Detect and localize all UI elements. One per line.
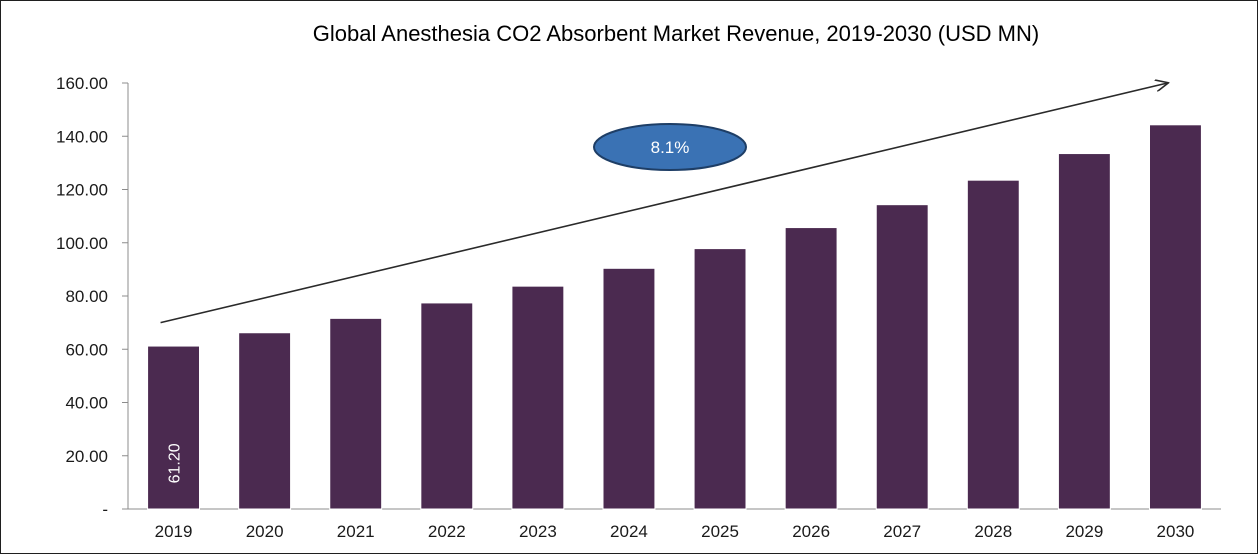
bar-2021 bbox=[329, 317, 383, 510]
cagr-label: 8.1% bbox=[651, 138, 690, 157]
x-tick-label: 2019 bbox=[155, 522, 193, 541]
x-tick-label: 2029 bbox=[1065, 522, 1103, 541]
bar-2029 bbox=[1057, 153, 1111, 510]
chart-title: Global Anesthesia CO2 Absorbent Market R… bbox=[313, 21, 1039, 46]
bars bbox=[147, 124, 1202, 510]
bar-2025 bbox=[693, 248, 747, 510]
y-axis: - 20.00 40.00 60.00 80.00 100.00 120.00 140.00 1… bbox=[56, 74, 129, 519]
bar-2027 bbox=[875, 204, 929, 510]
bar-2020 bbox=[238, 332, 292, 510]
trend-arrow bbox=[160, 83, 1168, 324]
x-tick-label: 2022 bbox=[428, 522, 466, 541]
cagr-annotation-group: 8.1% bbox=[593, 123, 747, 171]
x-tick-label: 2023 bbox=[519, 522, 557, 541]
bar-2023 bbox=[511, 285, 565, 510]
x-tick-label: 2027 bbox=[883, 522, 921, 541]
x-tick-label: 2030 bbox=[1157, 522, 1195, 541]
bar-2022 bbox=[420, 302, 474, 510]
y-tick-label: 100.00 bbox=[56, 234, 108, 253]
x-tick-label: 2028 bbox=[974, 522, 1012, 541]
x-axis: 2019 2020 2021 2022 2023 2024 2025 2026 2027 2028… bbox=[128, 508, 1221, 541]
y-tick-label: - bbox=[102, 500, 108, 519]
y-tick-label: 120.00 bbox=[56, 181, 108, 200]
trend-arrow-group bbox=[160, 83, 1168, 324]
y-tick-label: 80.00 bbox=[65, 287, 108, 306]
x-tick-label: 2025 bbox=[701, 522, 739, 541]
cagr-bubble bbox=[593, 123, 747, 171]
y-tick-label: 60.00 bbox=[65, 340, 108, 359]
bar-2026 bbox=[784, 227, 838, 510]
bar-2019 bbox=[147, 345, 201, 510]
data-labels: 61.20 bbox=[167, 443, 184, 483]
bar-2028 bbox=[966, 179, 1020, 510]
y-tick-label: 140.00 bbox=[56, 127, 108, 146]
x-tick-label: 2021 bbox=[337, 522, 375, 541]
y-tick-label: 40.00 bbox=[65, 394, 108, 413]
y-tick-label: 20.00 bbox=[65, 447, 108, 466]
x-tick-label: 2026 bbox=[792, 522, 830, 541]
x-tick-label: 2020 bbox=[246, 522, 284, 541]
x-tick-label: 2024 bbox=[610, 522, 648, 541]
data-label-2019: 61.20 bbox=[167, 443, 184, 483]
bar-2024 bbox=[602, 267, 656, 510]
bar-2030 bbox=[1148, 124, 1202, 510]
y-tick-label: 160.00 bbox=[56, 74, 108, 93]
